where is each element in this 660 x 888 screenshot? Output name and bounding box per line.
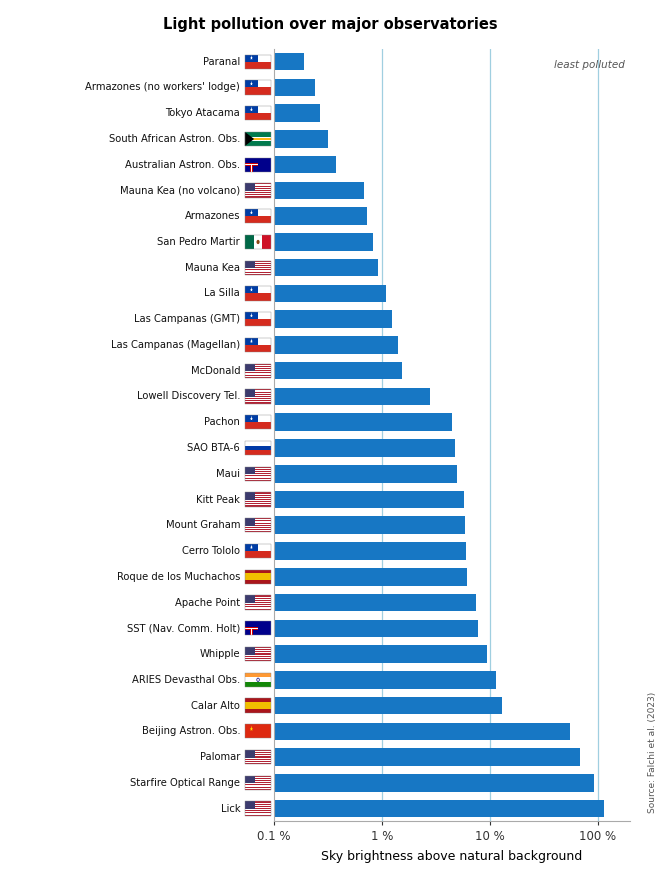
Bar	[274, 774, 594, 791]
Bar	[274, 156, 337, 173]
Text: Tokyo Atacama: Tokyo Atacama	[166, 108, 240, 118]
Bar	[274, 646, 488, 662]
Text: Armazones (no workers' lodge): Armazones (no workers' lodge)	[86, 83, 240, 92]
Text: Kitt Peak: Kitt Peak	[197, 495, 240, 504]
Text: Calar Alto: Calar Alto	[191, 701, 240, 710]
Text: SST (Nav. Comm. Holt): SST (Nav. Comm. Holt)	[127, 623, 240, 633]
Text: Mount Graham: Mount Graham	[166, 520, 240, 530]
Bar	[274, 311, 392, 328]
Bar	[274, 800, 605, 817]
Text: Source: Falchi et al. (2023): Source: Falchi et al. (2023)	[647, 691, 657, 813]
Text: Mauna Kea: Mauna Kea	[185, 263, 240, 273]
Text: Roque de los Muchachos: Roque de los Muchachos	[117, 572, 240, 582]
Bar	[274, 337, 397, 353]
Text: Paranal: Paranal	[203, 57, 240, 67]
Text: Whipple: Whipple	[199, 649, 240, 659]
Text: Cerro Tololo: Cerro Tololo	[182, 546, 240, 556]
Text: Starfire Optical Range: Starfire Optical Range	[130, 778, 240, 788]
Text: Pachon: Pachon	[205, 417, 240, 427]
Text: Armazones: Armazones	[185, 211, 240, 221]
Bar	[274, 182, 364, 199]
Bar	[274, 697, 502, 714]
Bar	[274, 594, 477, 611]
Bar	[274, 517, 465, 534]
Bar	[274, 208, 367, 225]
Text: Lick: Lick	[220, 804, 240, 813]
Bar	[274, 723, 570, 740]
Bar	[274, 79, 315, 96]
Text: Light pollution over major observatories: Light pollution over major observatories	[162, 17, 498, 32]
Text: Palomar: Palomar	[200, 752, 240, 762]
Bar	[274, 131, 329, 147]
Text: Lowell Discovery Tel.: Lowell Discovery Tel.	[137, 392, 240, 401]
Bar	[274, 414, 452, 431]
Text: La Silla: La Silla	[205, 289, 240, 298]
Text: South African Astron. Obs.: South African Astron. Obs.	[109, 134, 240, 144]
Bar	[274, 620, 478, 637]
Text: ARIES Devasthal Obs.: ARIES Devasthal Obs.	[132, 675, 240, 685]
Bar	[274, 568, 467, 585]
Text: San Pedro Martir: San Pedro Martir	[158, 237, 240, 247]
Bar	[274, 465, 457, 482]
Bar	[274, 388, 430, 405]
Bar	[274, 491, 464, 508]
Bar	[274, 105, 321, 122]
Text: Australian Astron. Obs.: Australian Astron. Obs.	[125, 160, 240, 170]
Text: McDonald: McDonald	[191, 366, 240, 376]
Bar	[274, 440, 455, 456]
Text: Las Campanas (GMT): Las Campanas (GMT)	[134, 314, 240, 324]
Text: Beijing Astron. Obs.: Beijing Astron. Obs.	[142, 726, 240, 736]
Text: Mauna Kea (no volcano): Mauna Kea (no volcano)	[120, 186, 240, 195]
Text: Las Campanas (Magellan): Las Campanas (Magellan)	[111, 340, 240, 350]
Text: Maui: Maui	[216, 469, 240, 479]
Bar	[274, 543, 466, 559]
Text: Apache Point: Apache Point	[175, 598, 240, 607]
Bar	[274, 749, 579, 765]
Bar	[274, 285, 386, 302]
Bar	[274, 259, 378, 276]
Bar	[274, 234, 373, 250]
Bar	[274, 671, 496, 688]
Bar	[274, 362, 403, 379]
Text: least polluted: least polluted	[554, 60, 625, 70]
X-axis label: Sky brightness above natural background: Sky brightness above natural background	[321, 851, 583, 863]
Bar	[274, 53, 304, 70]
Text: SAO BTA-6: SAO BTA-6	[187, 443, 240, 453]
